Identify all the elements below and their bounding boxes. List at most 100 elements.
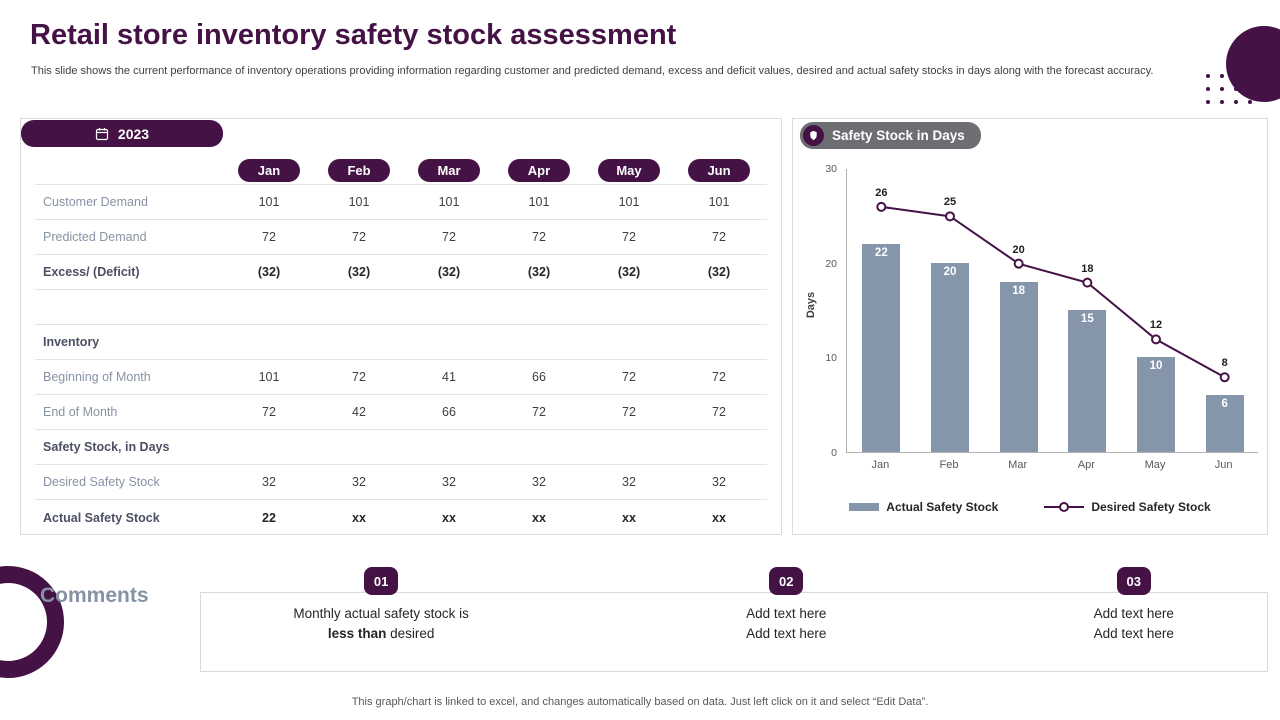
- decorative-dot: [1206, 74, 1210, 78]
- chart-panel: Safety Stock in Days Days 22 20 18 15 10 6 26 2…: [792, 118, 1268, 535]
- x-axis-label: Feb: [939, 459, 959, 471]
- cell-value: xx: [622, 510, 636, 525]
- cell-value: xx: [442, 510, 456, 525]
- decorative-dot: [1220, 100, 1224, 104]
- month-pill: Apr: [508, 159, 570, 182]
- row-label: Excess/ (Deficit): [43, 265, 140, 279]
- cell-value: 22: [262, 510, 276, 525]
- decorative-dot: [1248, 87, 1252, 91]
- row-label: Safety Stock, in Days: [43, 440, 170, 454]
- month-pill: Jan: [238, 159, 300, 182]
- cell-value: (32): [257, 265, 281, 279]
- cell-value: xx: [532, 510, 546, 525]
- comment-text[interactable]: Add text here Add text here: [1094, 604, 1174, 644]
- cell-value: 32: [442, 475, 456, 489]
- decorative-dot: [1220, 74, 1224, 78]
- month-header-cell: Jun: [674, 159, 764, 182]
- cell-value: 32: [262, 475, 276, 489]
- month-header-cell: May: [584, 159, 674, 182]
- cell-value: 32: [622, 475, 636, 489]
- comment-line: Add text here: [1093, 626, 1174, 641]
- row-label: Desired Safety Stock: [43, 475, 160, 489]
- table-month-header: Jan Feb Mar Apr May Jun: [35, 157, 767, 185]
- bar: 10: [1137, 357, 1175, 452]
- x-axis-label: Jun: [1214, 459, 1233, 471]
- cell-value: 72: [532, 230, 546, 244]
- line-value-label: 8: [1221, 357, 1228, 370]
- legend-bar-swatch: [849, 503, 880, 511]
- month-pill: Mar: [418, 159, 480, 182]
- line-marker: [1013, 258, 1024, 269]
- cell-value: 72: [622, 230, 636, 244]
- cell-value: 72: [712, 230, 726, 244]
- cell-value: (32): [437, 265, 461, 279]
- cell-value: 32: [532, 475, 546, 489]
- comment-number-badge: 03: [1116, 567, 1151, 595]
- cell-value: 72: [532, 405, 546, 419]
- cell-value: 72: [712, 370, 726, 384]
- calendar-icon: [95, 127, 109, 140]
- line-marker: [945, 211, 955, 222]
- inventory-table-panel: 2023 Jan Feb Mar Apr May Jun Customer Demand 1…: [20, 118, 782, 535]
- comment-number-badge: 01: [364, 567, 399, 595]
- cell-value: xx: [352, 510, 366, 525]
- bar: 6: [1205, 395, 1244, 452]
- month-pill: Feb: [328, 159, 390, 182]
- y-axis-tick: 30: [825, 163, 837, 175]
- desired-line-series: [876, 201, 1230, 383]
- cell-value: xx: [712, 510, 726, 525]
- table-row: [35, 290, 767, 325]
- decorative-dot: [1220, 87, 1224, 91]
- comment-text: Monthly actual safety stock is less than …: [293, 604, 469, 644]
- cell-value: (32): [347, 265, 371, 279]
- comments-heading: Comments: [40, 584, 149, 607]
- cell-value: (32): [707, 265, 731, 279]
- year-badge: 2023: [21, 120, 223, 147]
- table-row: Predicted Demand 72 72 72 72 72 72: [35, 220, 767, 255]
- row-label: End of Month: [43, 405, 118, 419]
- cell-value: 72: [352, 230, 366, 244]
- month-header-cell: Jan: [224, 159, 314, 182]
- decorative-dot: [1206, 100, 1210, 104]
- comment-text[interactable]: Add text here Add text here: [746, 604, 826, 644]
- decorative-dot: [1248, 100, 1252, 104]
- line-marker: [1151, 334, 1161, 345]
- comment-line: Monthly actual safety stock is: [293, 606, 469, 621]
- cell-value: 42: [352, 405, 366, 419]
- cell-value: 101: [708, 195, 730, 209]
- line-value-label: 12: [1149, 319, 1163, 332]
- decorative-dot: [1234, 100, 1238, 104]
- cell-value: 72: [352, 370, 366, 384]
- x-axis-label: May: [1144, 459, 1166, 471]
- row-label: Predicted Demand: [43, 230, 147, 244]
- month-header-cell: Feb: [314, 159, 404, 182]
- cell-value: 32: [352, 475, 366, 489]
- line-marker: [876, 201, 887, 212]
- y-axis-tick: 20: [825, 257, 837, 270]
- cell-value: 101: [438, 195, 460, 209]
- shield-icon: [803, 125, 824, 146]
- chart-plot-area: 22 20 18 15 10 6 26 25 20 18 12 8: [846, 169, 1258, 453]
- cell-value: 101: [258, 195, 280, 209]
- decorative-dot: [1234, 87, 1238, 91]
- cell-value: 72: [442, 230, 456, 244]
- line-value-label: 18: [1081, 262, 1094, 275]
- page-title: Retail store inventory safety stock asse…: [30, 19, 677, 51]
- line-value-label: 25: [943, 196, 957, 209]
- bar: 22: [862, 243, 901, 452]
- row-label: Actual Safety Stock: [43, 510, 160, 525]
- line-marker: [1082, 277, 1093, 288]
- footer-note: This graph/chart is linked to excel, and…: [351, 696, 929, 708]
- month-header-cell: Apr: [494, 159, 584, 182]
- line-marker: [1219, 372, 1230, 383]
- bar-value-label: 15: [1080, 313, 1094, 325]
- cell-value: 72: [262, 230, 276, 244]
- y-axis-tick: 10: [825, 352, 837, 365]
- row-label: Beginning of Month: [43, 370, 151, 384]
- table-row: Inventory: [35, 325, 767, 360]
- year-label: 2023: [117, 125, 150, 142]
- row-label: Inventory: [43, 335, 100, 349]
- chart-legend: Actual Safety Stock Desired Safety Stock: [793, 500, 1267, 514]
- legend-item: Actual Safety Stock: [849, 500, 998, 514]
- cell-value: 41: [442, 370, 456, 384]
